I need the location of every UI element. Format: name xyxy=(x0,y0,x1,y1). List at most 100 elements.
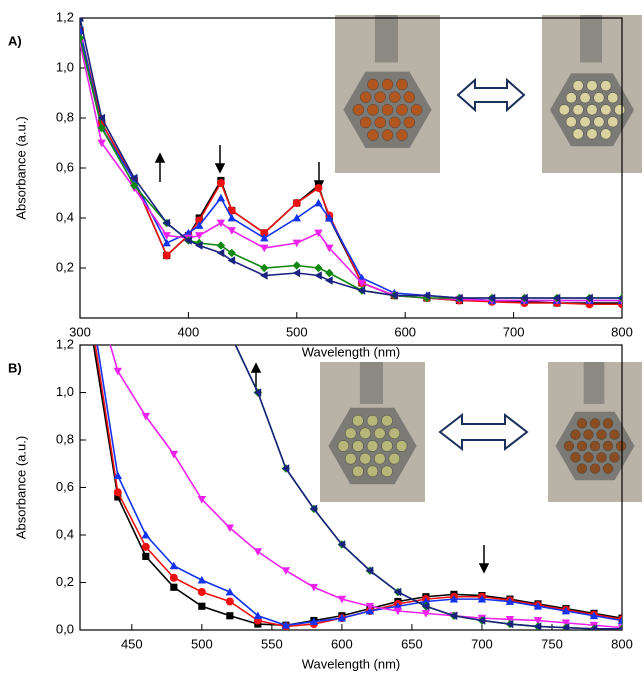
photo-stem xyxy=(375,15,398,62)
photo-well xyxy=(360,117,371,128)
x-axis-label: Wavelength (nm) xyxy=(302,656,401,671)
photo-well xyxy=(352,440,363,451)
y-tick-label: 0,2 xyxy=(56,259,74,274)
marker xyxy=(325,269,333,277)
photo-well xyxy=(601,80,612,91)
y-tick-label: 0,0 xyxy=(56,621,74,636)
photo-well xyxy=(375,92,386,103)
marker xyxy=(86,270,94,278)
photo-well xyxy=(397,104,408,115)
photo-well xyxy=(566,117,577,128)
marker xyxy=(170,574,178,582)
y-tick-label: 0,8 xyxy=(56,431,74,446)
y-tick-label: 1,0 xyxy=(56,384,74,399)
photo-well xyxy=(587,105,598,116)
photo-well xyxy=(571,452,581,462)
marker xyxy=(293,214,301,222)
y-tick-label: 0,4 xyxy=(56,209,74,224)
photo-well xyxy=(345,453,356,464)
photo-well xyxy=(580,117,591,128)
photo-well xyxy=(610,452,620,462)
photo xyxy=(542,15,642,173)
photo-well xyxy=(397,130,408,141)
marker xyxy=(293,261,301,269)
x-tick-label: 800 xyxy=(611,324,633,339)
marker xyxy=(260,271,268,279)
photo-well xyxy=(382,104,393,115)
marker xyxy=(163,239,171,247)
photo-well xyxy=(603,418,613,428)
photo-well xyxy=(577,418,587,428)
marker xyxy=(114,368,122,376)
marker xyxy=(314,271,322,279)
double-arrows xyxy=(440,80,527,449)
y-tick-label: 0,6 xyxy=(56,479,74,494)
marker xyxy=(282,567,290,575)
marker xyxy=(114,488,122,496)
y-tick-label: 0,2 xyxy=(56,574,74,589)
marker xyxy=(226,329,234,337)
photo-well xyxy=(584,452,594,462)
photo-well xyxy=(352,415,363,426)
x-tick-label: 650 xyxy=(401,636,423,651)
marker xyxy=(314,264,322,272)
photo-well xyxy=(367,415,378,426)
photo-well xyxy=(389,453,400,464)
photo-well xyxy=(375,117,386,128)
photo-well xyxy=(597,430,607,440)
y-tick-label: 1,2 xyxy=(56,336,74,351)
x-tick-label: 400 xyxy=(178,324,200,339)
marker xyxy=(217,194,225,202)
marker xyxy=(226,612,233,619)
x-tick-label: 600 xyxy=(331,636,353,651)
y-axis-label: Absorbance (a.u.) xyxy=(13,436,28,539)
marker xyxy=(314,199,322,207)
marker xyxy=(142,543,150,551)
photo-well xyxy=(367,104,378,115)
photo-well xyxy=(404,117,415,128)
photo-well xyxy=(367,79,378,90)
x-tick-label: 700 xyxy=(471,636,493,651)
figure: A)Wavelength (nm)Absorbance (a.u.)300400… xyxy=(0,0,644,687)
x-tick-label: 500 xyxy=(191,636,213,651)
x-axis-label: Wavelength (nm) xyxy=(302,344,401,359)
photo-well xyxy=(590,418,600,428)
marker xyxy=(198,576,206,584)
y-tick-label: 1,0 xyxy=(56,59,74,74)
photo-well xyxy=(389,117,400,128)
photo-well xyxy=(616,441,626,451)
marker xyxy=(260,245,268,253)
marker xyxy=(170,451,178,459)
photo-well xyxy=(601,105,612,116)
photo-well xyxy=(382,466,393,477)
photo-well xyxy=(382,130,393,141)
photo-well xyxy=(608,92,619,103)
panel-label: B) xyxy=(8,360,22,375)
photo-well xyxy=(603,464,613,474)
photo-well xyxy=(573,80,584,91)
photo-well xyxy=(367,466,378,477)
photo-well xyxy=(411,104,422,115)
marker xyxy=(314,184,322,192)
x-tick-label: 450 xyxy=(121,636,143,651)
marker xyxy=(142,553,149,560)
marker xyxy=(86,293,94,301)
photo-well xyxy=(614,105,625,116)
photo-well xyxy=(610,430,620,440)
marker xyxy=(163,252,171,260)
photo-well xyxy=(397,79,408,90)
photo-well xyxy=(573,129,584,140)
photo-well xyxy=(360,428,371,439)
photo-well xyxy=(396,440,407,451)
marker xyxy=(170,584,177,591)
photo-well xyxy=(594,117,605,128)
photo-well xyxy=(382,79,393,90)
photo xyxy=(335,15,440,173)
marker xyxy=(293,199,301,207)
y-tick-label: 0,8 xyxy=(56,109,74,124)
photo-well xyxy=(597,452,607,462)
photo-stem xyxy=(580,15,602,62)
y-tick-label: 0,4 xyxy=(56,526,74,541)
photo-well xyxy=(338,440,349,451)
photo-well xyxy=(404,92,415,103)
